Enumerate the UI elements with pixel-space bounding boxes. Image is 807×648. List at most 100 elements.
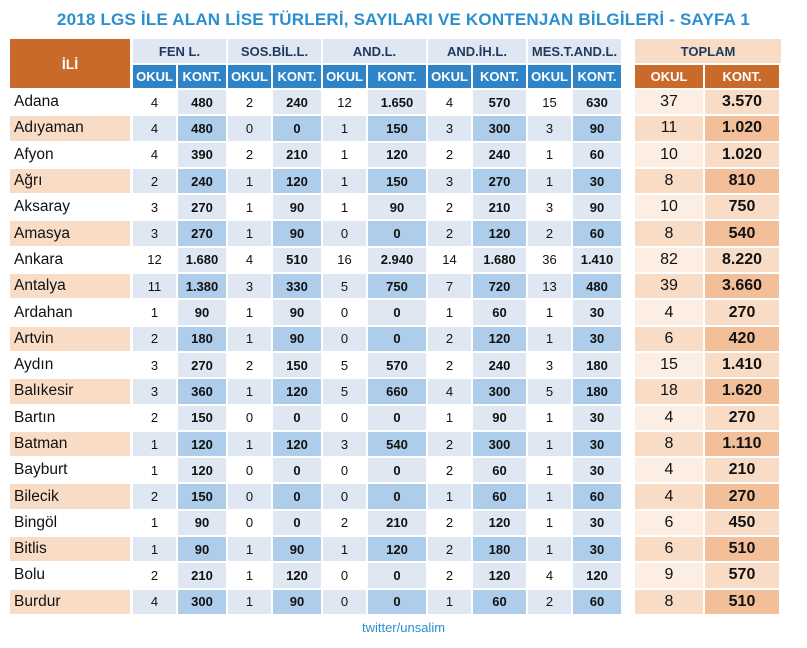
okul-cell: 1 bbox=[428, 484, 473, 511]
kont-cell: 30 bbox=[573, 300, 623, 327]
total-kont-cell: 210 bbox=[705, 458, 781, 485]
kont-cell: 60 bbox=[573, 221, 623, 248]
kont-cell: 2.940 bbox=[368, 247, 428, 275]
okul-cell: 0 bbox=[323, 589, 368, 616]
okul-cell: 2 bbox=[133, 326, 178, 353]
kont-cell: 90 bbox=[473, 405, 528, 432]
okul-cell: 1 bbox=[528, 168, 573, 196]
subheader-kont: KONT. bbox=[273, 65, 323, 90]
okul-cell: 4 bbox=[133, 589, 178, 616]
kont-cell: 570 bbox=[368, 352, 428, 380]
column-gap bbox=[623, 142, 635, 169]
okul-cell: 3 bbox=[133, 221, 178, 248]
kont-cell: 210 bbox=[473, 195, 528, 222]
kont-cell: 120 bbox=[473, 326, 528, 353]
kont-cell: 0 bbox=[273, 458, 323, 485]
kont-cell: 270 bbox=[178, 352, 228, 380]
okul-cell: 3 bbox=[228, 274, 273, 301]
okul-cell: 2 bbox=[428, 510, 473, 538]
table-row: Ağrı 2 240 1 120 1 150 3 270 1 30 8 810 bbox=[10, 168, 781, 196]
subheader-kont: KONT. bbox=[473, 65, 528, 90]
footer-credit: twitter/unsalim bbox=[361, 620, 446, 635]
okul-cell: 11 bbox=[133, 274, 178, 301]
table-row: Adıyaman 4 480 0 0 1 150 3 300 3 90 11 1.020 bbox=[10, 116, 781, 143]
column-gap bbox=[623, 405, 635, 432]
table-row: Aksaray 3 270 1 90 1 90 2 210 3 90 10 750 bbox=[10, 195, 781, 222]
city-name: Balıkesir bbox=[10, 379, 133, 406]
kont-cell: 300 bbox=[473, 431, 528, 459]
city-name: Aksaray bbox=[10, 195, 133, 222]
kont-cell: 60 bbox=[573, 142, 623, 169]
table-body: Adana 4 480 2 240 12 1.650 4 570 15 630 37 3.570 Adıy… bbox=[10, 90, 781, 616]
okul-cell: 1 bbox=[228, 326, 273, 353]
okul-cell: 2 bbox=[428, 431, 473, 459]
kont-cell: 300 bbox=[473, 116, 528, 143]
okul-cell: 2 bbox=[323, 510, 368, 538]
total-kont-cell: 270 bbox=[705, 300, 781, 327]
column-gap bbox=[623, 458, 635, 485]
kont-cell: 30 bbox=[573, 326, 623, 353]
okul-cell: 2 bbox=[428, 537, 473, 564]
column-gap bbox=[623, 537, 635, 564]
okul-cell: 2 bbox=[528, 221, 573, 248]
kont-cell: 120 bbox=[273, 563, 323, 590]
okul-cell: 1 bbox=[323, 142, 368, 169]
column-gap bbox=[623, 326, 635, 353]
okul-cell: 3 bbox=[428, 116, 473, 143]
table-row: Bartın 2 150 0 0 0 0 1 90 1 30 4 270 bbox=[10, 405, 781, 432]
column-header-ili: İLİ bbox=[10, 39, 133, 90]
column-gap bbox=[623, 247, 635, 275]
total-kont-cell: 750 bbox=[705, 195, 781, 222]
okul-cell: 1 bbox=[133, 537, 178, 564]
total-okul-cell: 4 bbox=[635, 484, 705, 511]
kont-cell: 240 bbox=[473, 352, 528, 380]
kont-cell: 120 bbox=[473, 563, 528, 590]
total-okul-cell: 10 bbox=[635, 195, 705, 222]
kont-cell: 150 bbox=[368, 116, 428, 143]
kont-cell: 0 bbox=[368, 484, 428, 511]
total-okul-cell: 10 bbox=[635, 142, 705, 169]
okul-cell: 0 bbox=[228, 510, 273, 538]
okul-cell: 1 bbox=[528, 484, 573, 511]
group-header-toplam: TOPLAM bbox=[635, 39, 781, 65]
column-gap bbox=[623, 39, 635, 90]
okul-cell: 3 bbox=[528, 352, 573, 380]
subheader-okul: OKUL bbox=[228, 65, 273, 90]
okul-cell: 7 bbox=[428, 274, 473, 301]
okul-cell: 1 bbox=[323, 195, 368, 222]
kont-cell: 60 bbox=[473, 300, 528, 327]
okul-cell: 1 bbox=[528, 300, 573, 327]
okul-cell: 1 bbox=[133, 510, 178, 538]
column-gap bbox=[623, 221, 635, 248]
okul-cell: 5 bbox=[528, 379, 573, 406]
kont-cell: 30 bbox=[573, 405, 623, 432]
total-kont-cell: 540 bbox=[705, 221, 781, 248]
okul-cell: 3 bbox=[133, 352, 178, 380]
kont-cell: 480 bbox=[178, 90, 228, 117]
kont-cell: 240 bbox=[178, 168, 228, 196]
kont-cell: 1.680 bbox=[178, 247, 228, 275]
okul-cell: 2 bbox=[133, 563, 178, 590]
total-kont-cell: 1.110 bbox=[705, 431, 781, 459]
total-okul-cell: 8 bbox=[635, 168, 705, 196]
table-row: Bilecik 2 150 0 0 0 0 1 60 1 60 4 270 bbox=[10, 484, 781, 511]
kont-cell: 90 bbox=[273, 326, 323, 353]
city-name: Adana bbox=[10, 90, 133, 117]
okul-cell: 2 bbox=[228, 352, 273, 380]
total-okul-cell: 6 bbox=[635, 326, 705, 353]
subheader-total-okul: OKUL bbox=[635, 65, 705, 90]
total-okul-cell: 6 bbox=[635, 537, 705, 564]
total-kont-cell: 1.620 bbox=[705, 379, 781, 406]
kont-cell: 120 bbox=[368, 142, 428, 169]
kont-cell: 0 bbox=[273, 116, 323, 143]
kont-cell: 150 bbox=[273, 352, 323, 380]
okul-cell: 1 bbox=[228, 431, 273, 459]
okul-cell: 2 bbox=[428, 326, 473, 353]
okul-cell: 2 bbox=[133, 484, 178, 511]
okul-cell: 1 bbox=[428, 405, 473, 432]
column-gap bbox=[623, 510, 635, 538]
kont-cell: 660 bbox=[368, 379, 428, 406]
okul-cell: 4 bbox=[133, 90, 178, 117]
kont-cell: 360 bbox=[178, 379, 228, 406]
city-name: Ardahan bbox=[10, 300, 133, 327]
